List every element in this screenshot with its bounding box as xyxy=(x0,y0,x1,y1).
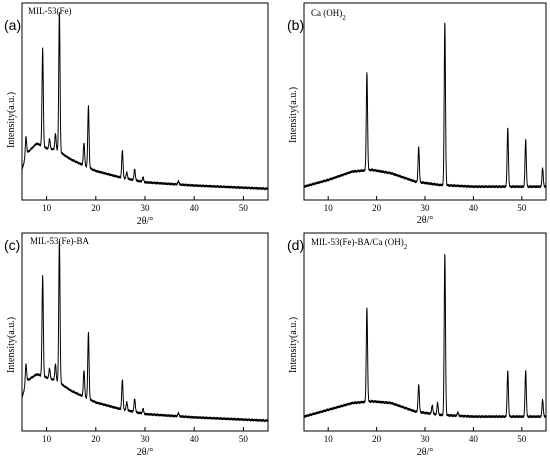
y-axis-label-d: Intensity(a.u.) xyxy=(288,317,299,373)
panel-title-d-sub: 2 xyxy=(404,243,408,251)
xrd-trace-mil-53-fe-ba-ca-oh-2 xyxy=(303,254,547,419)
x-tick-label-50: 50 xyxy=(239,434,249,444)
x-tick-label-10: 10 xyxy=(42,203,52,213)
x-tick-label-10: 10 xyxy=(324,203,334,213)
x-tick-label-40: 40 xyxy=(190,203,200,213)
panel-c: (c) MIL-53(Fe)-BA Intensity(a.u.) 2θ/° 1… xyxy=(4,232,269,458)
x-tick-label-20: 20 xyxy=(91,203,101,213)
x-axis-label-d: 2θ/° xyxy=(417,447,434,458)
x-tick-label-30: 30 xyxy=(141,434,151,444)
panel-title-d: MIL-53(Fe)-BA/Ca (OH)2 xyxy=(311,237,408,251)
x-tick-label-10: 10 xyxy=(324,434,334,444)
x-ticks-a: 10 20 30 40 50 xyxy=(42,196,248,213)
panel-title-b: Ca (OH)2 xyxy=(311,8,346,22)
x-axis-label-c: 2θ/° xyxy=(137,447,154,458)
x-axis-label-b: 2θ/° xyxy=(417,215,434,226)
x-tick-label-50: 50 xyxy=(517,434,527,444)
panel-label-b: (b) xyxy=(287,17,304,33)
x-ticks-c: 10 20 30 40 50 xyxy=(42,427,248,444)
panel-b: (b) Ca (OH)2 Intensity(a.u.) 2θ/° 10 20 30… xyxy=(287,2,547,226)
x-tick-label-50: 50 xyxy=(517,203,527,213)
x-tick-label-30: 30 xyxy=(141,203,151,213)
x-ticks-d: 10 20 30 40 50 xyxy=(324,427,527,444)
panel-label-a: (a) xyxy=(4,17,21,33)
panel-title-a: MIL-53(Fe) xyxy=(28,6,72,16)
x-axis-label-a: 2θ/° xyxy=(137,216,154,227)
plot-frame-d xyxy=(303,232,547,432)
xrd-trace-mil-53-fe xyxy=(21,11,269,191)
y-axis-label-a: Intensity(a.u.) xyxy=(6,92,17,148)
x-tick-label-40: 40 xyxy=(469,434,479,444)
panel-title-d-main: MIL-53(Fe)-BA/Ca (OH) xyxy=(311,237,404,247)
x-ticks-b: 10 20 30 40 50 xyxy=(324,196,527,213)
x-tick-label-50: 50 xyxy=(239,203,249,213)
panel-label-d: (d) xyxy=(287,237,304,253)
y-axis-label-b: Intensity(a.u.) xyxy=(288,87,299,143)
xrd-trace-mil-53-fe-ba xyxy=(21,241,269,423)
x-tick-label-30: 30 xyxy=(421,203,431,213)
panel-d: (d) MIL-53(Fe)-BA/Ca (OH)2 Intensity(a.u… xyxy=(287,232,547,458)
panel-title-c: MIL-53(Fe)-BA xyxy=(30,236,89,246)
panel-a: (a) MIL-53(Fe) Intensity(a.u.) 2θ/° 10 20… xyxy=(4,2,269,227)
panel-title-b-main: Ca (OH) xyxy=(311,8,342,18)
x-tick-label-20: 20 xyxy=(372,434,382,444)
plot-frame-b xyxy=(303,2,547,201)
x-tick-label-10: 10 xyxy=(42,434,52,444)
x-tick-label-40: 40 xyxy=(469,203,479,213)
x-tick-label-30: 30 xyxy=(421,434,431,444)
x-tick-label-40: 40 xyxy=(190,434,200,444)
y-axis-label-c: Intensity(a.u.) xyxy=(6,317,17,373)
xrd-trace-ca-oh-2 xyxy=(303,22,547,189)
panel-label-c: (c) xyxy=(4,237,20,253)
panel-title-b-sub: 2 xyxy=(342,14,346,22)
x-tick-label-20: 20 xyxy=(91,434,101,444)
x-tick-label-20: 20 xyxy=(372,203,382,213)
